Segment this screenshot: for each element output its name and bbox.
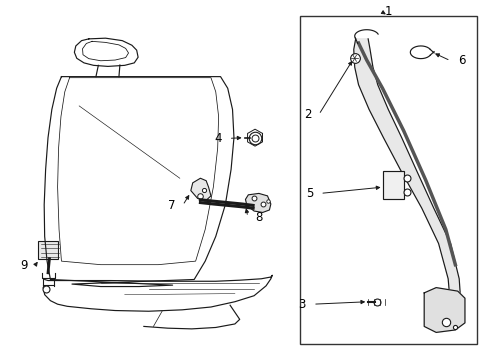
Bar xyxy=(299,16,476,344)
Text: 7: 7 xyxy=(168,199,175,212)
Text: 4: 4 xyxy=(214,132,221,145)
Text: 3: 3 xyxy=(298,298,305,311)
Polygon shape xyxy=(424,288,464,332)
Text: 6: 6 xyxy=(457,54,464,67)
Polygon shape xyxy=(353,39,460,307)
Bar xyxy=(383,171,403,199)
Text: 8: 8 xyxy=(255,211,262,224)
Text: 9: 9 xyxy=(20,259,28,272)
Text: 2: 2 xyxy=(304,108,311,121)
Text: 5: 5 xyxy=(305,187,312,200)
Polygon shape xyxy=(245,193,270,212)
Bar xyxy=(39,241,58,259)
Text: 1: 1 xyxy=(384,5,391,18)
Polygon shape xyxy=(190,178,210,201)
